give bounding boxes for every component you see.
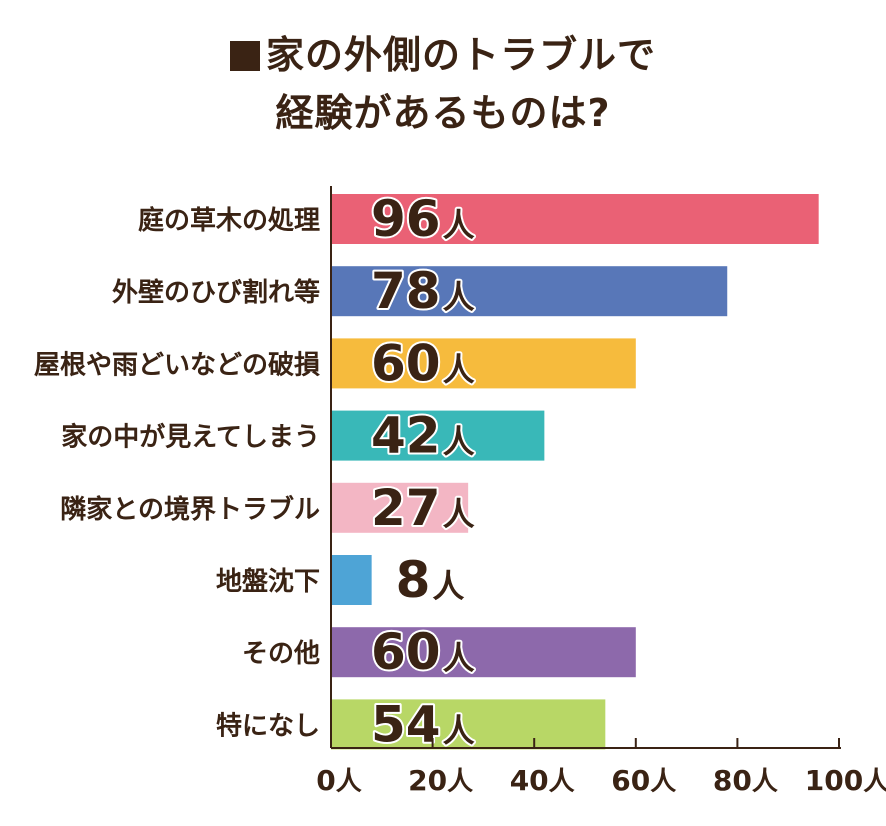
data-label-unit-8: 人 xyxy=(443,711,475,749)
data-label-unit-5: 人 xyxy=(443,495,475,533)
chart-title-line-1: 家の外側のトラブルで xyxy=(0,26,886,84)
data-label-unit-4: 人 xyxy=(443,423,475,461)
bar-1 xyxy=(331,194,819,244)
x-tick-unit-5: 人 xyxy=(752,767,778,797)
data-label-3: 60人 xyxy=(371,334,475,392)
bar-6 xyxy=(331,555,372,605)
category-label-5: 隣家との境界トラブル xyxy=(60,494,320,525)
category-label-2: 外壁のひび割れ等 xyxy=(112,277,320,308)
category-label-6: 地盤沈下 xyxy=(216,567,320,597)
bar-7 xyxy=(331,627,636,678)
data-label-1: 96人 xyxy=(371,190,475,248)
chart-title-text-1: 家の外側のトラブルで xyxy=(265,33,656,77)
x-tick-label-4: 60人 xyxy=(611,764,676,797)
chart-title: 家の外側のトラブルで 経験があるものは? xyxy=(0,26,886,142)
x-tick-unit-1: 人 xyxy=(336,767,362,797)
x-tick-label-6: 100人 xyxy=(805,764,886,797)
category-label-8: 特になし xyxy=(216,710,320,741)
bar-8 xyxy=(331,699,606,750)
x-tick-label-5: 80人 xyxy=(713,764,778,797)
x-tick-unit-4: 人 xyxy=(650,767,676,797)
data-label-4: 42人 xyxy=(371,407,475,465)
bar-2 xyxy=(331,266,728,317)
data-label-unit-1: 人 xyxy=(443,206,475,244)
title-square-icon xyxy=(229,41,260,71)
data-label-unit-6: 人 xyxy=(432,567,464,605)
x-tick-unit-2: 人 xyxy=(447,767,473,797)
x-tick-label-3: 40人 xyxy=(510,764,575,797)
bar-3 xyxy=(331,338,636,389)
data-label-unit-3: 人 xyxy=(443,350,475,388)
category-label-4: 家の中が見えてしまう xyxy=(61,422,320,453)
bar-5 xyxy=(331,482,469,533)
x-tick-label-2: 20人 xyxy=(408,764,473,797)
data-label-unit-7: 人 xyxy=(443,639,475,677)
x-tick-label-1: 0人 xyxy=(316,764,362,797)
data-label-unit-2: 人 xyxy=(443,278,475,316)
chart-title-line-2: 経験があるものは? xyxy=(275,91,611,135)
x-tick-unit-3: 人 xyxy=(549,767,575,797)
bar-4 xyxy=(331,410,545,461)
x-tick-unit-6: 人 xyxy=(863,767,886,797)
category-label-7: その他 xyxy=(242,639,320,669)
data-label-6: 8人 xyxy=(396,551,465,609)
category-label-1: 庭の草木の処理 xyxy=(138,205,320,236)
category-label-3: 屋根や雨どいなどの破損 xyxy=(34,350,320,380)
